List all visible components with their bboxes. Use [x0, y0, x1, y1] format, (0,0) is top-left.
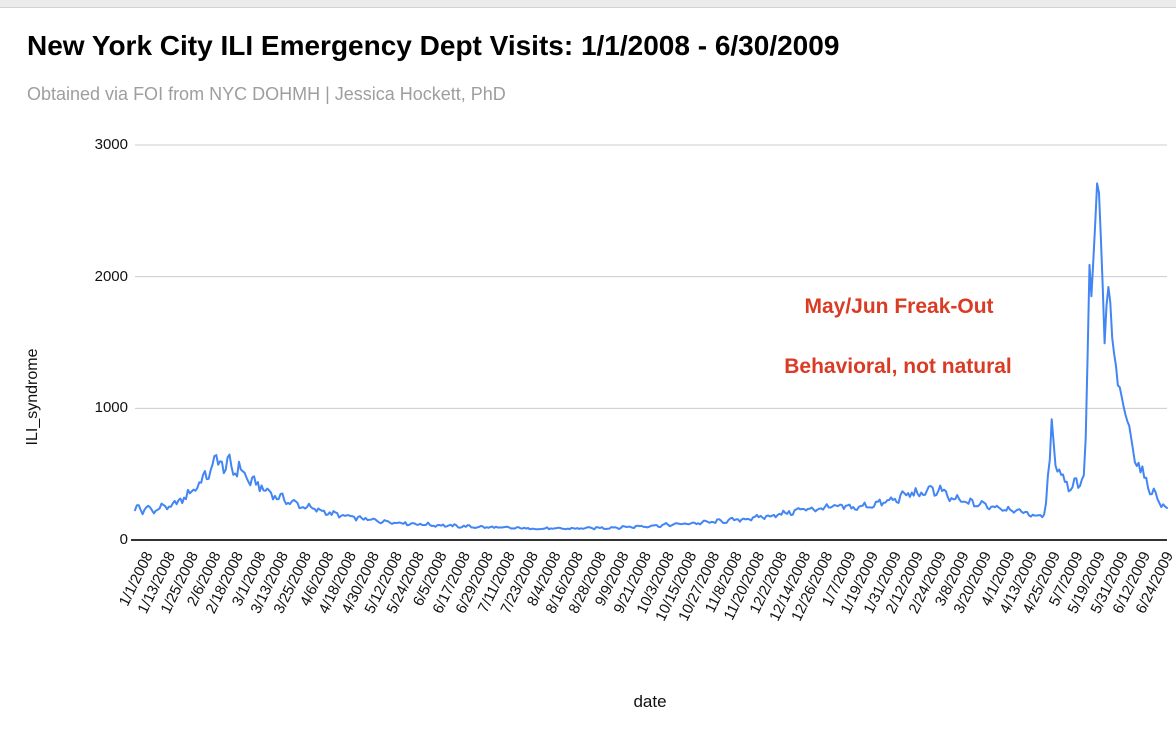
- chart-title: New York City ILI Emergency Dept Visits:…: [27, 30, 840, 61]
- y-tick-label: 1000: [94, 399, 128, 417]
- annotation-behavioral: Behavioral, not natural: [784, 355, 1012, 378]
- chart-subtitle: Obtained via FOI from NYC DOHMH | Jessic…: [27, 84, 506, 104]
- ili-syndrome-line: [134, 182, 1168, 531]
- y-tick-label: 0: [119, 531, 128, 548]
- y-tick-label: 2000: [94, 267, 128, 285]
- x-axis-title: date: [633, 692, 667, 711]
- y-axis-title: ILI_syndrome: [24, 348, 41, 446]
- annotation-freak-out: May/Jun Freak-Out: [804, 295, 994, 318]
- y-tick-label: 3000: [94, 136, 128, 153]
- window-top-edge: [0, 0, 1176, 8]
